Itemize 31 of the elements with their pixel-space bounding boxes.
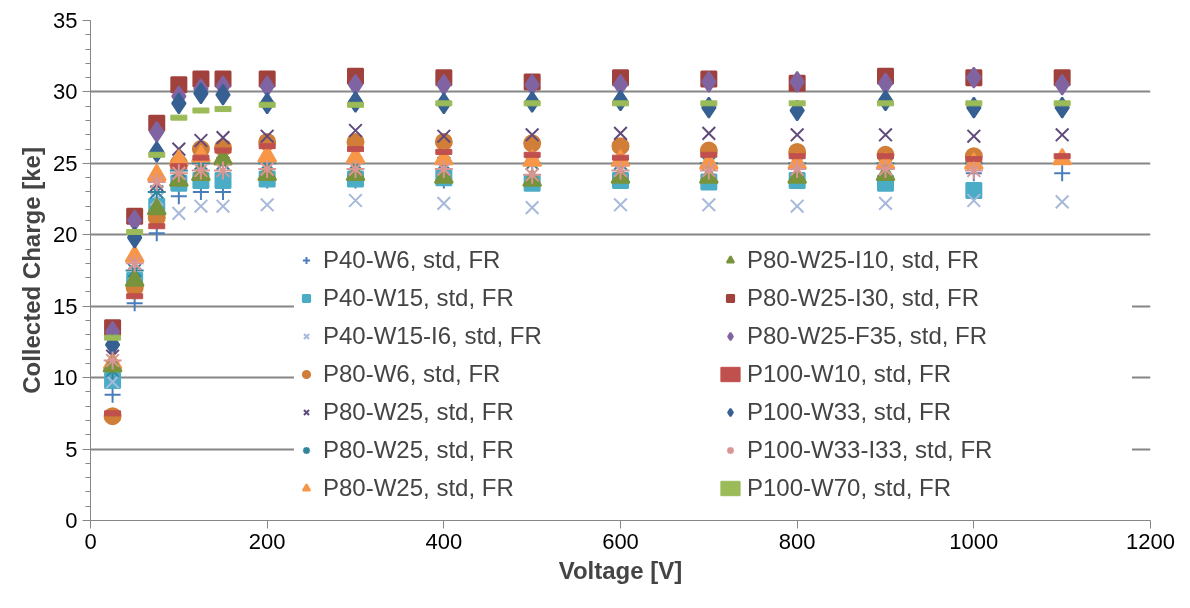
y-tick-label: 35 [53, 8, 78, 33]
y-tick-label: 20 [53, 222, 78, 248]
x-tick-label: 800 [778, 528, 816, 554]
y-tick-label: 30 [53, 79, 78, 105]
y-tick-label: 10 [53, 365, 78, 391]
x-tick-label: 400 [425, 528, 463, 554]
legend-label: P80-W25-I30, std, FR [747, 284, 981, 312]
x-tick-label: 200 [248, 528, 286, 554]
x-tick-label: 1000 [949, 528, 999, 554]
x-tick-label: 600 [602, 528, 639, 554]
legend-label: P80-W25, std, FR [323, 474, 515, 502]
legend-label: P80-W25-F35, std, FR [747, 322, 989, 350]
x-tick-label: 1200 [1126, 528, 1175, 554]
legend-label: P40-W15, std, FR [323, 284, 515, 312]
y-tick-label: 5 [65, 436, 78, 462]
legend-label: P80-W6, std, FR [323, 360, 502, 388]
legend-label: P80-W25, std, FR [323, 436, 515, 464]
legend-label: P100-W33-I33, std, FR [747, 436, 994, 464]
legend-label: P80-W25-I10, std, FR [747, 246, 981, 274]
legend-label: P40-W6, std, FR [323, 246, 502, 274]
x-axis-title: Voltage [V] [558, 556, 683, 584]
legend-label: P40-W15-I6, std, FR [323, 322, 543, 350]
y-tick-label: 25 [53, 150, 78, 176]
x-tick-label: 0 [84, 528, 97, 554]
legend-label: P80-W25, std, FR [323, 398, 515, 426]
legend-label: P100-W70, std, FR [747, 474, 953, 502]
legend-label: P100-W10, std, FR [747, 360, 953, 388]
legend-label: P100-W33, std, FR [747, 398, 953, 426]
y-axis-title: Collected Charge [ke] [18, 147, 46, 394]
y-tick-label: 15 [53, 293, 78, 319]
y-tick-label: 0 [65, 508, 78, 533]
